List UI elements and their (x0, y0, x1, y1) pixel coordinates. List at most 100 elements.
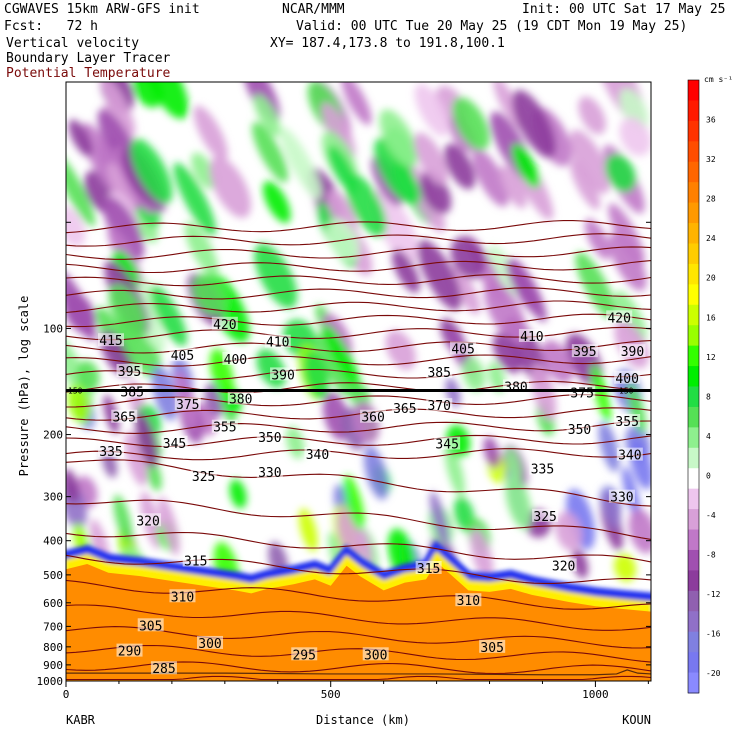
theta-label-bg (137, 618, 164, 632)
x-axis: 0 500 1000 (63, 681, 649, 701)
colorbar-tick-label: 24 (706, 234, 716, 243)
vertical-velocity-field (66, 82, 651, 597)
theta-contour (66, 354, 651, 367)
colorbar-bin (688, 182, 699, 204)
velocity-cell (100, 82, 136, 135)
x-tick-label: 0 (63, 688, 70, 701)
colorbar-tick-label: -20 (706, 669, 721, 678)
theta-contour (66, 554, 651, 584)
velocity-cell (76, 360, 100, 392)
theta-label: 335 (99, 445, 122, 460)
velocity-cell (608, 203, 645, 265)
theta-contour (66, 380, 651, 394)
colorbar-unit: cm s⁻¹ (704, 75, 733, 84)
velocity-cell (363, 445, 389, 500)
theta-label: 420 (213, 318, 236, 333)
theta-label: 405 (451, 342, 474, 357)
colorbar-bin (688, 611, 699, 633)
velocity-cell (483, 279, 527, 345)
theta-label: 385 (120, 386, 143, 401)
theta-label-bg (98, 333, 124, 347)
theta-label-bg (571, 344, 598, 358)
velocity-cell (391, 249, 420, 293)
theta-label: 310 (171, 590, 194, 605)
y-tick-label: 500 (43, 569, 63, 582)
theta-label-bg (569, 385, 596, 399)
x-endpoint-right: KOUN (622, 713, 651, 727)
y-tick-label: 1000 (37, 675, 64, 688)
velocity-cell (511, 143, 540, 189)
theta-label-bg (614, 413, 641, 427)
y-tick-label: 900 (43, 659, 63, 672)
theta-label-bg (304, 446, 331, 460)
header-field-2: Boundary Layer Tracer (6, 51, 171, 66)
header-xy: XY= 187.4,173.8 to 191.8,100.1 (270, 36, 505, 51)
header-init: Init: 00 UTC Sat 17 May 25 (522, 2, 726, 17)
theta-label-bg (256, 464, 283, 478)
velocity-cell (67, 384, 91, 424)
colorbar-bin (688, 141, 699, 163)
theta-label: 405 (171, 349, 194, 364)
theta-label-bg (111, 409, 138, 423)
velocity-cell (499, 165, 527, 209)
header-fcst: Fcst: 72 h (4, 19, 98, 34)
theta-label: 325 (192, 470, 215, 485)
theta-label: 345 (163, 437, 186, 452)
velocity-cell (570, 160, 601, 210)
y-tick-label: 200 (43, 429, 63, 442)
theta-contour (66, 407, 651, 421)
velocity-cell (379, 109, 418, 167)
velocity-cell (253, 94, 281, 137)
velocity-cell (66, 205, 86, 247)
velocity-cell (262, 181, 291, 224)
colorbar-bin (688, 447, 699, 469)
theta-contour (66, 233, 651, 247)
velocity-cell (135, 412, 158, 468)
velocity-cell (483, 436, 500, 468)
colorbar-bin (688, 202, 699, 224)
theta-label: 415 (99, 334, 122, 349)
velocity-cell (429, 491, 449, 547)
y-tick-label: 400 (43, 535, 63, 548)
velocity-cell (321, 102, 356, 159)
theta-label: 320 (552, 559, 575, 574)
theta-label: 395 (573, 345, 596, 360)
theta-label: 395 (118, 365, 141, 380)
theta-label: 410 (266, 336, 289, 351)
velocity-cell (150, 285, 188, 347)
theta-contour (66, 326, 651, 341)
theta-label: 350 (258, 431, 281, 446)
plot-frame (65, 81, 652, 682)
colorbar-bin (688, 631, 699, 653)
theta-label-bg (169, 589, 196, 603)
velocity-cell (191, 152, 217, 190)
colorbar-tick-label: 36 (706, 116, 716, 125)
velocity-cell (252, 121, 289, 183)
colorbar-tick-label: -12 (706, 590, 721, 599)
colorbar-bin (688, 223, 699, 244)
theta-label-bg (606, 310, 633, 324)
theta-label: 375 (570, 387, 593, 402)
colorbar-bin (688, 366, 699, 387)
theta-contour (66, 246, 651, 260)
colorbar-bin (688, 672, 699, 694)
theta-label-bg (182, 553, 209, 567)
colorbar-tick-label: -4 (706, 511, 716, 520)
colorbar-bin (688, 427, 699, 449)
velocity-cell (555, 511, 583, 551)
theta-label-bg (291, 647, 318, 661)
theta-contour (66, 499, 651, 540)
colorbar-bin (688, 100, 699, 122)
colorbar-bin (688, 529, 699, 551)
theta-contour (66, 287, 651, 300)
theta-contour (66, 367, 651, 380)
velocity-cell (385, 330, 416, 370)
y-axis-label: Pressure (hPa), log scale (17, 296, 31, 477)
velocity-cell (444, 143, 476, 190)
colorbar-tick-label: 12 (706, 353, 716, 362)
velocity-cell (145, 82, 189, 119)
theta-contour (66, 260, 651, 274)
theta-label: 400 (224, 353, 247, 368)
theta-contour-labels: 420 415 410 405 400 395 390 385 380 375 365 355 350 3… (98, 310, 646, 677)
